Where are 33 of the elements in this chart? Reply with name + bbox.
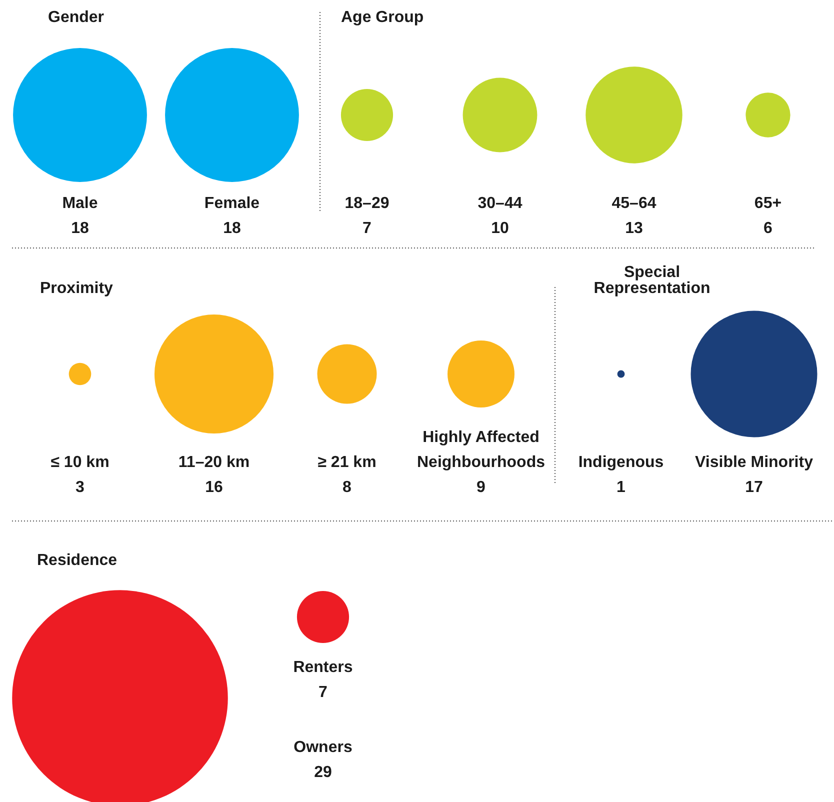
- category-label: Indigenous: [578, 454, 664, 471]
- text: Age Group: [341, 9, 424, 26]
- data-label: 17: [745, 479, 763, 496]
- category-label: Female: [204, 195, 260, 212]
- category-label: 45–64: [612, 195, 656, 212]
- data-label: 9: [476, 479, 486, 496]
- category-label: ≥ 21 km: [318, 454, 376, 471]
- data-label: 1: [616, 479, 626, 496]
- data-label: 7: [362, 220, 372, 237]
- category-label: Renters: [293, 659, 353, 676]
- category-label: ≤ 10 km: [50, 454, 110, 471]
- data-label: 7: [318, 684, 328, 701]
- text: Residence: [37, 552, 118, 569]
- category-label: 18–29: [344, 195, 390, 212]
- category-label: Owners: [294, 739, 352, 756]
- category-label: Visible Minority: [695, 454, 814, 471]
- category-label: Male: [62, 195, 98, 212]
- category-label: 65+: [754, 195, 782, 212]
- data-label: 10: [491, 220, 509, 237]
- text: Gender: [48, 9, 104, 26]
- category-label: 11–20 km: [178, 454, 250, 471]
- category-label: 30–44: [478, 195, 522, 212]
- data-label: 29: [314, 764, 332, 781]
- data-label: 8: [342, 479, 352, 496]
- data-label: 6: [764, 220, 773, 237]
- data-label: 3: [76, 479, 85, 496]
- category-label: Highly Affected Neighbourhoods: [417, 429, 546, 471]
- data-label: 13: [625, 220, 643, 237]
- data-label: 18: [223, 220, 241, 237]
- data-label: 16: [205, 479, 223, 496]
- text: Special Representation: [594, 264, 710, 297]
- text: Proximity: [40, 280, 114, 297]
- data-label: 18: [71, 220, 89, 237]
